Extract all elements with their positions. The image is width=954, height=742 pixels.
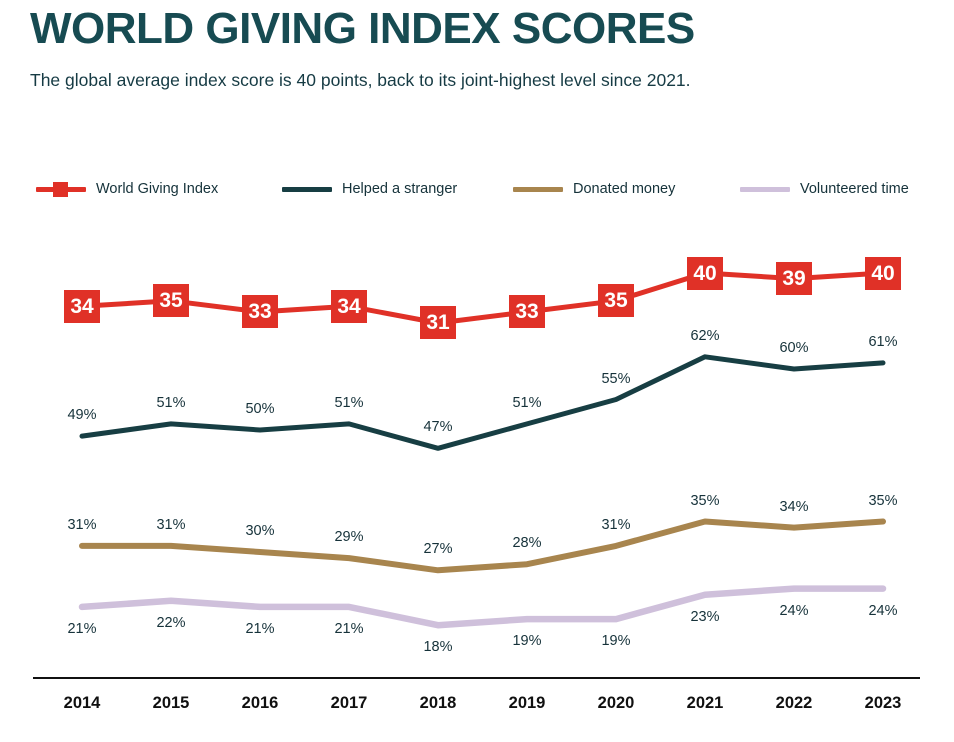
- legend-line-icon: [513, 181, 563, 197]
- wgi-data-point-badge: 40: [687, 256, 723, 290]
- wgi-data-point-badge: 34: [331, 289, 367, 323]
- x-axis-tick-2020: 2020: [597, 694, 635, 712]
- helped-a-stranger-data-label: 55%: [601, 370, 631, 387]
- x-axis-tick-2014: 2014: [63, 694, 101, 712]
- legend-item-volunteered-time[interactable]: Volunteered time: [740, 178, 909, 200]
- donated-money-data-label: 29%: [334, 529, 364, 546]
- donated-money-data-label: 35%: [690, 492, 720, 509]
- legend-line-square-marker-icon: [36, 181, 86, 197]
- helped-a-stranger-data-label: 61%: [868, 333, 898, 350]
- x-axis-tick-2023: 2023: [864, 694, 902, 712]
- helped-a-stranger-data-label: 47%: [423, 419, 453, 436]
- line-world-giving-index: [79, 270, 886, 326]
- x-axis-line: [33, 677, 920, 679]
- line-helped-a-stranger: [79, 354, 886, 451]
- donated-money-data-label: 30%: [245, 523, 275, 539]
- wgi-data-point-badge: 39: [776, 262, 812, 296]
- legend-line-icon: [282, 181, 332, 197]
- x-axis-tick-2016: 2016: [241, 694, 279, 712]
- volunteered-time-data-label: 18%: [423, 639, 453, 656]
- x-axis-tick-labels: 2014 2015 2016 2017 2018 2019 2020 2021 2022 2023: [0, 694, 954, 720]
- donated-money-data-label: 28%: [512, 535, 542, 552]
- legend-item-label: Donated money: [573, 181, 676, 197]
- wgi-data-point-badge: 33: [509, 295, 545, 329]
- volunteered-time-data-label: 24%: [779, 602, 809, 619]
- donated-money-data-label: 31%: [156, 516, 186, 533]
- line-volunteered-time: [78, 585, 887, 629]
- helped-a-stranger-data-label: 50%: [245, 401, 275, 417]
- donated-money-data-label: 27%: [423, 541, 453, 558]
- helped-a-stranger-data-label: 60%: [779, 340, 809, 356]
- volunteered-time-data-label: 19%: [601, 633, 631, 650]
- x-axis-tick-2021: 2021: [686, 694, 724, 712]
- x-axis-tick-2017: 2017: [330, 694, 368, 712]
- x-axis-tick-2018: 2018: [419, 694, 457, 712]
- helped-a-stranger-data-label: 51%: [156, 394, 186, 411]
- donated-money-data-label: 31%: [601, 516, 631, 533]
- wgi-data-point-badge: 34: [64, 289, 100, 323]
- wgi-data-point-badge: 35: [598, 284, 634, 318]
- volunteered-time-data-label: 21%: [67, 620, 97, 637]
- chart-subtitle: The global average index score is 40 poi…: [30, 69, 691, 90]
- helped-a-stranger-data-label: 49%: [67, 407, 97, 424]
- helped-a-stranger-data-label: 51%: [512, 394, 542, 411]
- chart-legend: World Giving Index Helped a stranger Donat…: [36, 178, 926, 202]
- chart-header: WORLD GIVING INDEX SCORES The global ave…: [30, 4, 930, 91]
- wgi-data-point-badge: 31: [420, 306, 456, 340]
- volunteered-time-data-label: 19%: [512, 633, 542, 650]
- volunteered-time-data-label: 21%: [245, 620, 275, 637]
- page-title: WORLD GIVING INDEX SCORES: [30, 4, 695, 53]
- x-axis-tick-2019: 2019: [508, 694, 546, 712]
- legend-item-helped-a-stranger[interactable]: Helped a stranger: [282, 178, 457, 200]
- helped-a-stranger-data-label: 51%: [334, 394, 364, 411]
- legend-line-icon: [740, 181, 790, 197]
- legend-item-world-giving-index[interactable]: World Giving Index: [36, 178, 218, 200]
- helped-a-stranger-data-label: 62%: [690, 327, 720, 344]
- donated-money-data-label: 35%: [868, 492, 898, 509]
- x-axis-tick-2015: 2015: [152, 694, 190, 712]
- wgi-data-point-badge: 33: [242, 295, 278, 329]
- volunteered-time-data-label: 24%: [868, 602, 898, 619]
- donated-money-data-label: 34%: [779, 498, 809, 515]
- wgi-data-point-badge: 35: [153, 284, 189, 318]
- legend-item-label: Volunteered time: [800, 181, 909, 197]
- wgi-data-point-badge: 40: [865, 256, 901, 290]
- volunteered-time-data-label: 23%: [690, 608, 720, 625]
- donated-money-data-label: 31%: [67, 516, 97, 533]
- legend-item-donated-money[interactable]: Donated money: [513, 178, 675, 200]
- x-axis-tick-2022: 2022: [775, 694, 813, 712]
- line-donated-money: [79, 518, 886, 574]
- legend-item-label: Helped a stranger: [342, 181, 458, 197]
- legend-item-label: World Giving Index: [96, 181, 219, 197]
- volunteered-time-data-label: 22%: [156, 614, 186, 631]
- volunteered-time-data-label: 21%: [334, 620, 364, 637]
